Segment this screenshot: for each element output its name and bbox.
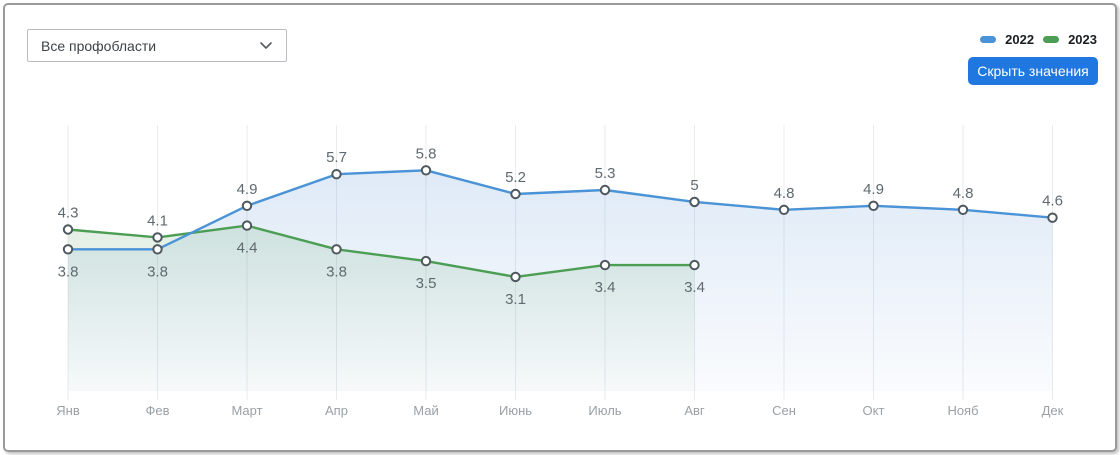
legend-item-2023[interactable]: 2023 [1043, 32, 1097, 47]
value-label: 5.7 [326, 149, 347, 166]
value-label: 4.1 [147, 212, 168, 229]
data-point-2022-Дек[interactable] [1047, 212, 1058, 223]
value-label: 4.4 [237, 240, 258, 257]
data-point-2023-Авг[interactable] [689, 259, 700, 271]
x-axis-label: Март [231, 403, 262, 418]
value-label: 4.3 [58, 205, 79, 222]
value-label: 4.9 [237, 181, 258, 198]
x-axis-label: Нояб [947, 403, 978, 418]
value-label: 5.3 [595, 165, 616, 182]
x-axis-label: Июль [588, 403, 621, 418]
x-axis-label: Фев [145, 403, 169, 418]
data-point-2022-Авг[interactable] [689, 196, 700, 208]
data-point-2022-Фев[interactable] [152, 244, 163, 255]
data-point-2023-Фев[interactable] [152, 232, 163, 243]
legend-swatch-2023 [1043, 36, 1060, 43]
chevron-down-icon [260, 42, 272, 49]
x-axis-label: Авг [684, 403, 705, 418]
x-axis-label: Окт [863, 403, 885, 418]
legend-label-2023: 2023 [1068, 32, 1097, 47]
value-label: 3.8 [147, 263, 168, 280]
data-point-2022-Нояб[interactable] [957, 204, 969, 216]
data-point-2023-Март[interactable] [241, 220, 253, 231]
x-axis-label: Апр [325, 403, 348, 418]
value-label: 5.2 [505, 169, 526, 186]
value-label: 4.9 [863, 181, 884, 198]
line-2022 [66, 169, 1054, 251]
x-axis-label: Сен [772, 403, 796, 418]
legend-label-2022: 2022 [1005, 32, 1035, 47]
data-point-2022-Июль[interactable] [599, 184, 611, 196]
value-label: 5.8 [416, 145, 437, 162]
data-point-2023-Янв[interactable] [62, 224, 74, 235]
data-point-2022-Март[interactable] [241, 200, 253, 212]
x-axis-label: Май [413, 403, 438, 418]
data-point-2022-Июнь[interactable] [510, 188, 521, 200]
hide-values-button[interactable]: Скрыть значения [968, 57, 1098, 85]
data-point-2023-Апр[interactable] [331, 244, 342, 255]
value-label: 5 [690, 177, 698, 194]
x-axis-label: Дек [1042, 403, 1064, 418]
data-point-2022-Апр[interactable] [331, 169, 342, 180]
profarea-selected-value: Все профобласти [41, 37, 157, 54]
x-axis-label: Янв [56, 403, 80, 418]
value-label: 4.8 [774, 185, 795, 202]
line-2023 [66, 224, 696, 279]
data-point-2022-Сен[interactable] [778, 204, 790, 216]
data-point-2023-Май[interactable] [420, 255, 432, 267]
value-label: 4.6 [1042, 193, 1063, 210]
area-2023 [68, 225, 695, 391]
legend-swatch-2022 [980, 36, 997, 43]
legend-item-2022[interactable]: 2022 [980, 32, 1034, 47]
profarea-select[interactable]: Все профобласти [27, 29, 287, 62]
value-label: 3.8 [58, 263, 79, 280]
value-label: 3.8 [326, 263, 347, 280]
x-axis-label: Июнь [499, 403, 532, 418]
data-point-2022-Май[interactable] [420, 165, 432, 176]
data-point-2023-Июль[interactable] [599, 259, 611, 271]
value-label: 4.8 [953, 185, 974, 202]
data-point-2022-Окт[interactable] [868, 200, 879, 212]
value-label: 3.1 [505, 291, 526, 308]
value-label: 3.5 [416, 275, 437, 292]
chart-legend: 2022 2023 [961, 32, 1097, 47]
data-point-2023-Июнь[interactable] [510, 271, 521, 283]
data-point-2022-Янв[interactable] [62, 244, 74, 255]
value-label: 3.4 [595, 279, 616, 296]
value-label: 3.4 [684, 279, 705, 296]
